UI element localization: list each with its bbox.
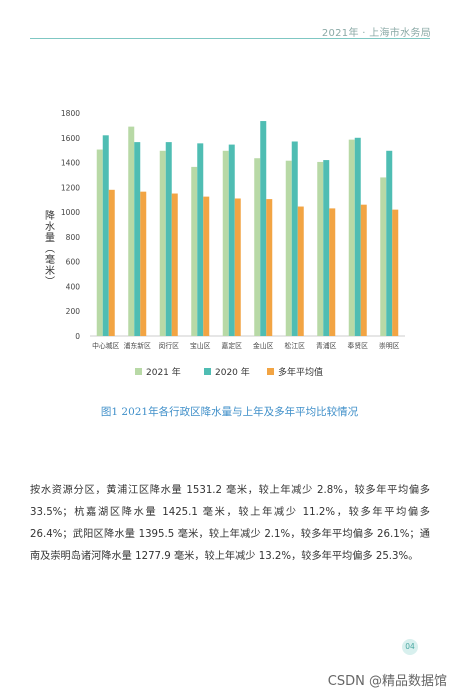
y-axis-label: 降水量（毫米）: [43, 209, 55, 287]
rainfall-bar-chart: 0 200 400 600 800 1000 1200 1400 1600 1800 中心城区 浦东新…: [0, 95, 459, 395]
page-number: 04: [402, 639, 418, 655]
bar: [392, 209, 399, 336]
bar: [234, 198, 241, 336]
bar: [348, 139, 355, 336]
y-tick-label: 1400: [61, 159, 80, 168]
bar: [102, 135, 109, 336]
bar: [297, 206, 304, 336]
x-tick-label: 闵行区: [159, 341, 180, 350]
bar: [291, 141, 298, 336]
y-tick-label: 800: [66, 233, 81, 242]
bar: [360, 204, 367, 336]
bar: [203, 196, 210, 336]
legend-swatch: [204, 368, 211, 375]
legend-label: 2021 年: [146, 366, 181, 378]
legend-label: 多年平均值: [278, 366, 323, 378]
watermark: CSDN @精品数据馆: [327, 674, 447, 689]
bar: [96, 149, 103, 336]
y-tick-label: 200: [66, 307, 81, 316]
y-tick-label: 600: [66, 258, 81, 267]
legend-swatch: [135, 368, 142, 375]
bar: [128, 126, 135, 336]
figure-caption: 图1 2021年各行政区降水量与上年及多年平均比较情况: [100, 406, 359, 418]
legend-swatch: [267, 368, 274, 375]
bar: [329, 208, 336, 336]
bar: [386, 150, 393, 336]
bar: [165, 142, 172, 336]
bar: [222, 150, 229, 336]
y-tick-label: 1800: [61, 109, 80, 118]
y-tick-label: 0: [75, 332, 80, 341]
bar: [266, 199, 273, 336]
bar: [260, 121, 267, 336]
bar: [354, 137, 361, 336]
x-tick-label: 金山区: [253, 341, 274, 350]
x-tick-label: 松江区: [285, 341, 306, 350]
bar: [159, 150, 166, 336]
bar: [254, 158, 261, 336]
bar: [171, 193, 178, 336]
chart-canvas: 0 200 400 600 800 1000 1200 1400 1600 1800 中心城区 浦东新…: [43, 109, 405, 378]
x-tick-label: 浦东新区: [124, 341, 151, 350]
bar: [323, 160, 330, 336]
bar: [380, 177, 387, 336]
bar: [108, 189, 115, 336]
y-tick-label: 1200: [61, 183, 80, 192]
x-tick-label: 青浦区: [316, 341, 337, 350]
bar: [197, 143, 204, 336]
bar: [140, 191, 147, 336]
bar: [228, 144, 235, 336]
bar: [191, 166, 198, 336]
page-header: 2021年 · 上海市水务局: [0, 0, 459, 40]
x-tick-label: 崇明区: [379, 342, 400, 350]
bar: [317, 161, 324, 336]
x-tick-label: 中心城区: [92, 341, 119, 350]
y-tick-label: 1000: [61, 208, 80, 217]
header-title: 2021年 · 上海市水务局: [321, 28, 431, 39]
x-tick-label: 嘉定区: [222, 341, 243, 350]
body-paragraph: 按水资源分区，黄浦江区降水量 1531.2 毫米，较上年减少 2.8%，较多年平…: [30, 485, 430, 562]
chart-legend: 2021 年 2020 年 多年平均值: [135, 366, 323, 378]
y-tick-label: 1600: [61, 134, 80, 143]
header-divider: [30, 38, 430, 39]
x-tick-label: 宝山区: [190, 341, 211, 350]
chart-bars: [96, 121, 399, 336]
y-tick-label: 400: [66, 282, 81, 291]
bar: [134, 142, 141, 336]
legend-label: 2020 年: [215, 366, 250, 378]
bar: [285, 160, 292, 336]
chart-axes: 0 200 400 600 800 1000 1200 1400 1600 1800 中心城区 浦东新…: [61, 109, 405, 350]
x-tick-label: 奉贤区: [348, 341, 369, 350]
